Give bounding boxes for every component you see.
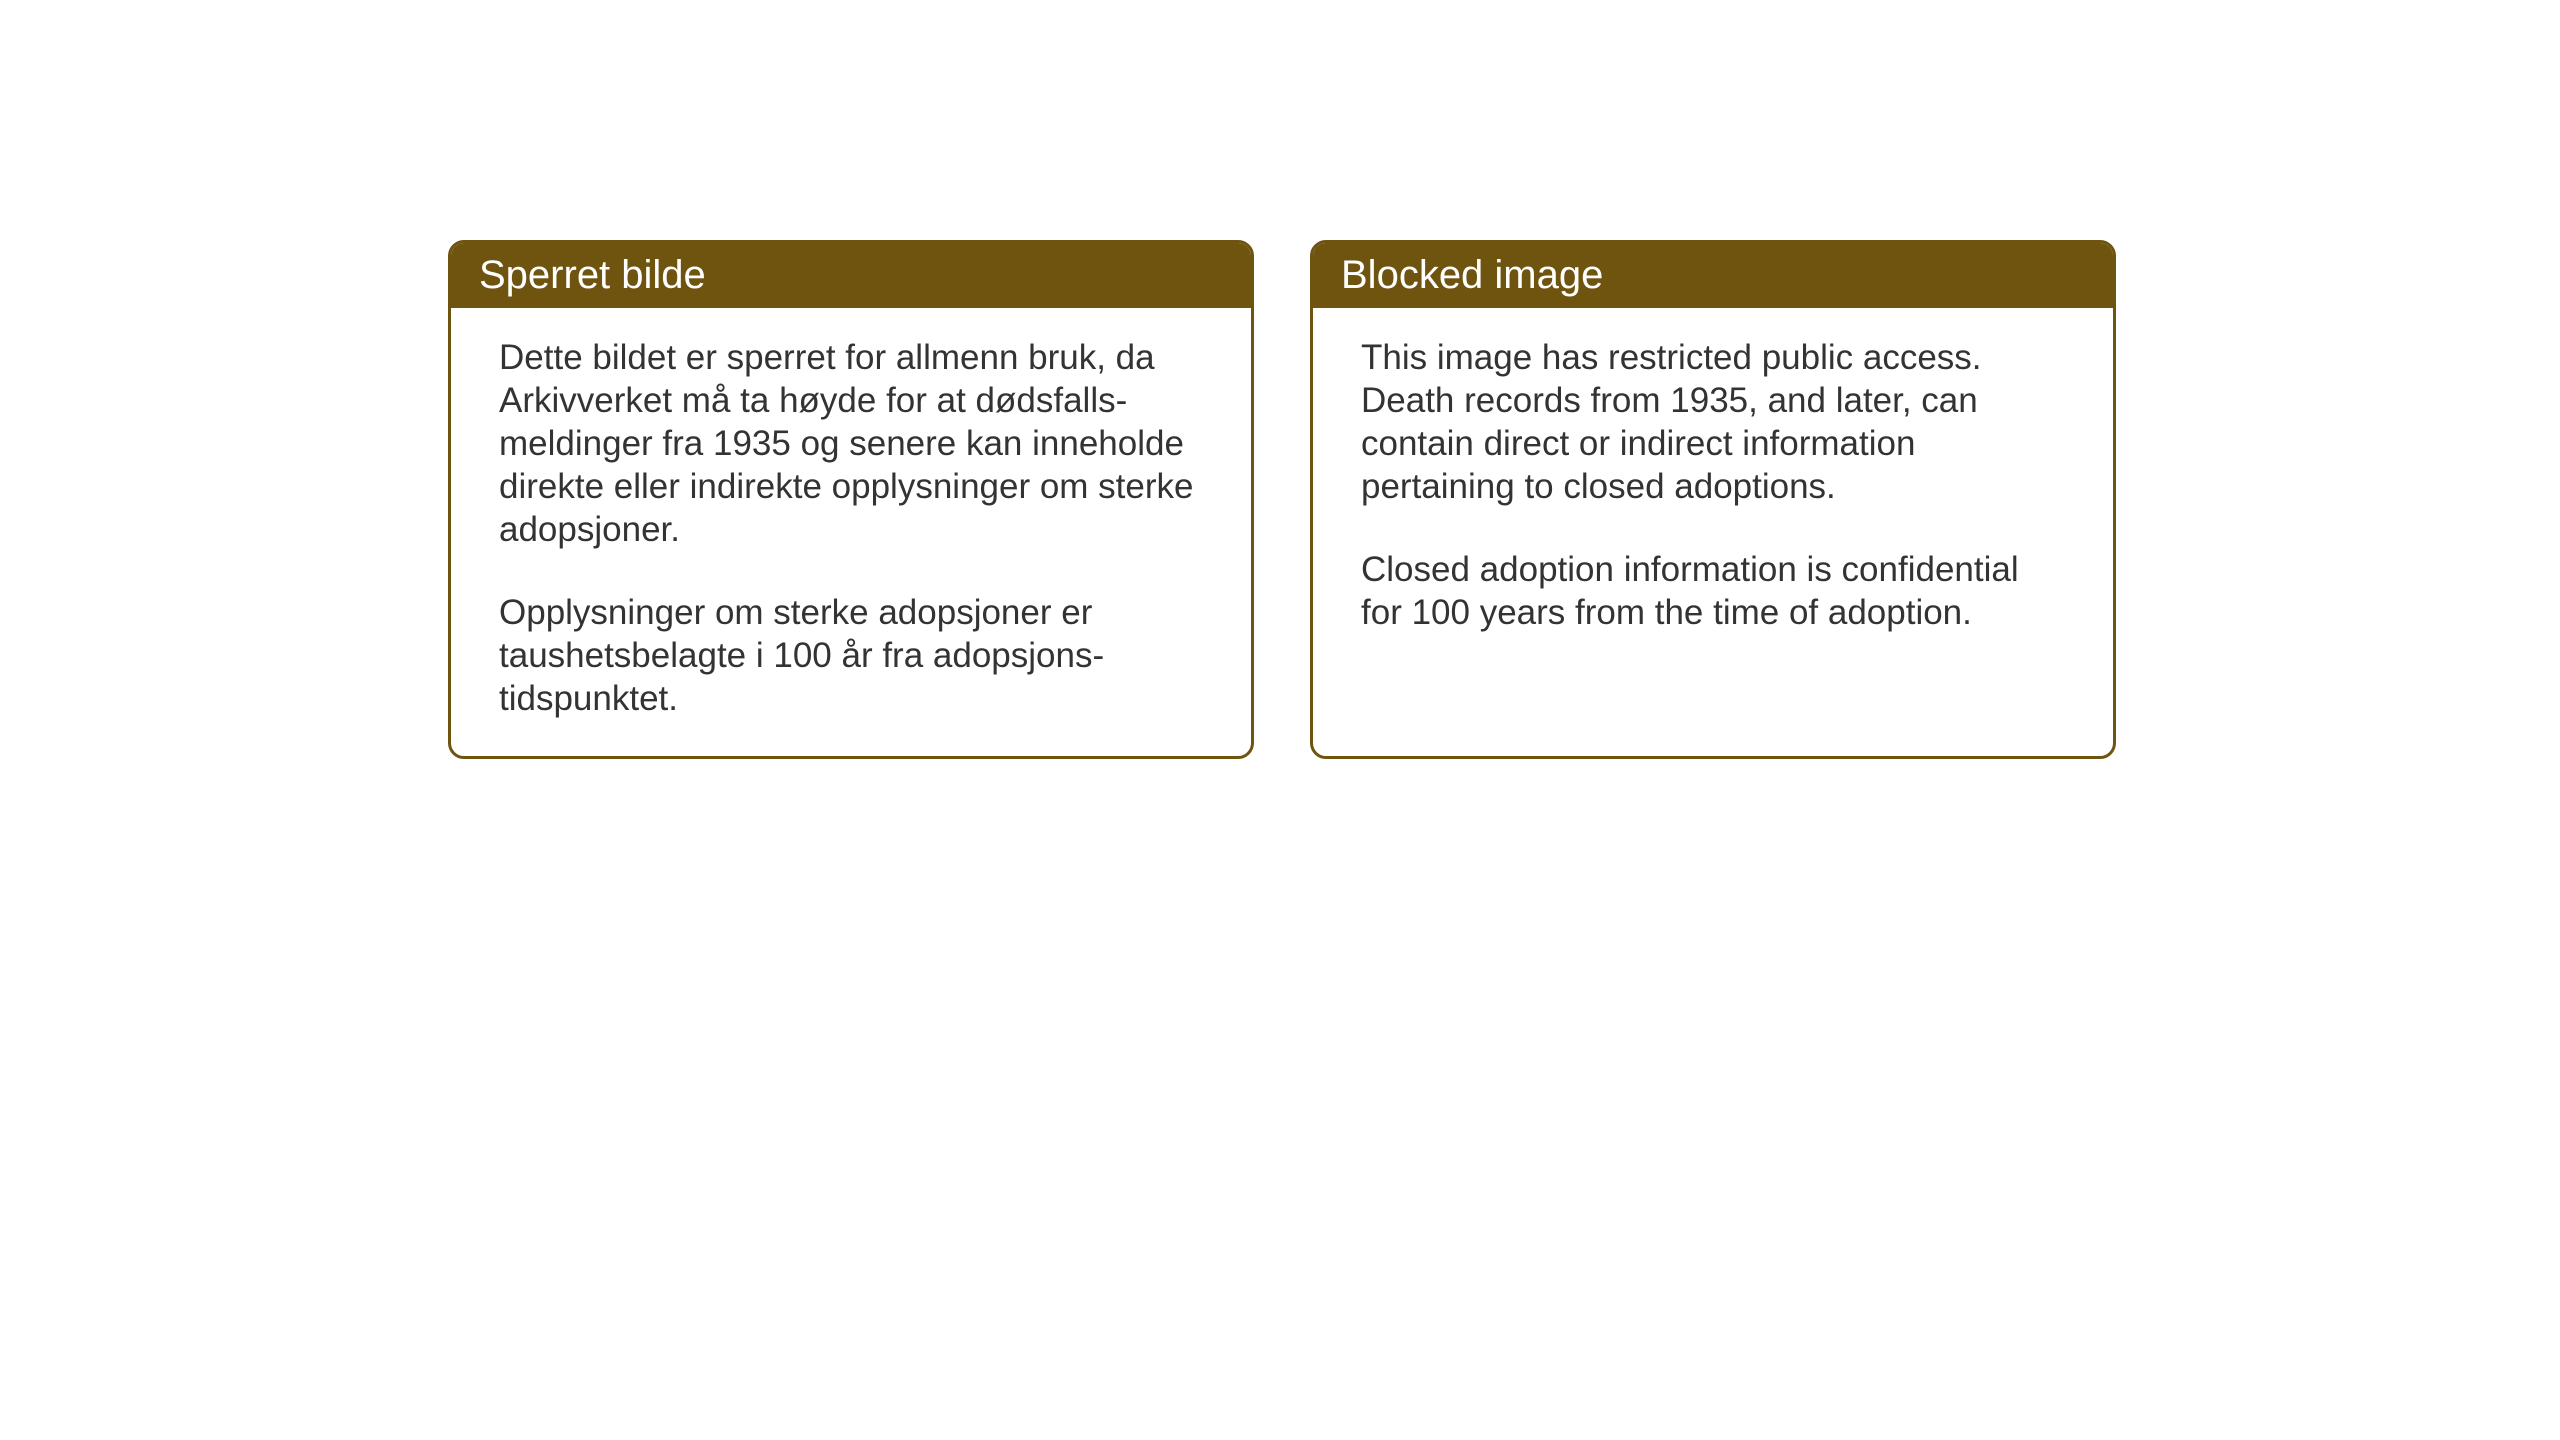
paragraph-norwegian-1: Dette bildet er sperret for allmenn bruk… [499,336,1203,551]
notice-card-english: Blocked image This image has restricted … [1310,240,2116,759]
card-header-norwegian: Sperret bilde [451,243,1251,308]
paragraph-english-2: Closed adoption information is confident… [1361,548,2065,634]
card-title-english: Blocked image [1341,253,1603,297]
card-body-norwegian: Dette bildet er sperret for allmenn bruk… [451,308,1251,756]
card-title-norwegian: Sperret bilde [479,253,706,297]
notice-card-norwegian: Sperret bilde Dette bildet er sperret fo… [448,240,1254,759]
paragraph-norwegian-2: Opplysninger om sterke adopsjoner er tau… [499,591,1203,720]
paragraph-english-1: This image has restricted public access.… [1361,336,2065,508]
card-body-english: This image has restricted public access.… [1313,308,2113,748]
card-header-english: Blocked image [1313,243,2113,308]
notice-container: Sperret bilde Dette bildet er sperret fo… [448,240,2116,759]
